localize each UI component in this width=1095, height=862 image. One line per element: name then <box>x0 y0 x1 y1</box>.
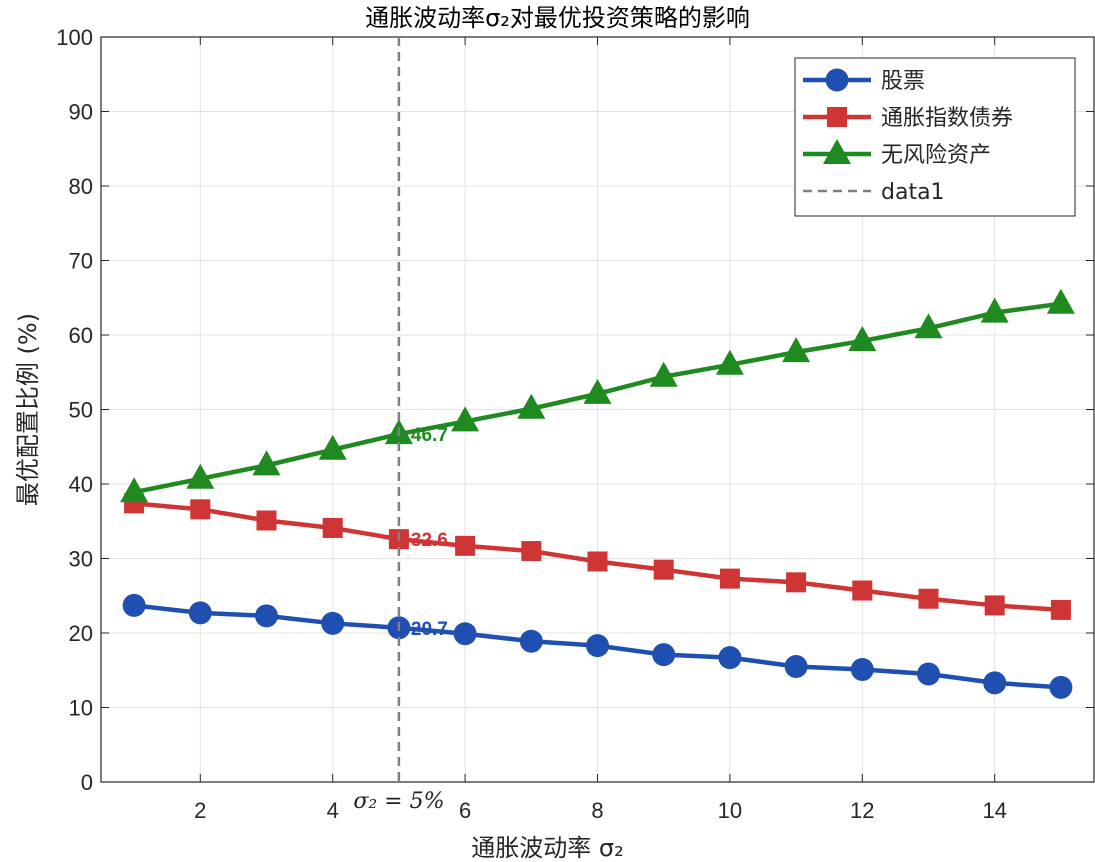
x-tick-label: 6 <box>459 798 471 823</box>
legend-label: 通胀指数债券 <box>881 106 1013 131</box>
data-point-square <box>322 517 343 538</box>
data-point-square <box>786 572 807 593</box>
data-point-square <box>587 551 608 572</box>
y-tick-label: 30 <box>69 547 93 572</box>
data-point-circle <box>784 655 808 679</box>
x-tick-label: 2 <box>194 798 206 823</box>
data-point-triangle <box>980 297 1009 323</box>
data-point-triangle <box>120 477 149 503</box>
legend-label: 股票 <box>881 69 925 94</box>
y-tick-label: 90 <box>69 100 93 125</box>
data-point-triangle <box>649 361 678 387</box>
data-point-square <box>521 541 542 562</box>
data-point-triangle <box>848 325 877 351</box>
data-label: 20.7 <box>411 619 448 640</box>
y-tick-label: 0 <box>81 770 93 795</box>
y-tick-label: 60 <box>69 323 93 348</box>
data-point-triangle <box>318 434 347 460</box>
data-label: 32.6 <box>411 530 448 551</box>
data-point-circle <box>652 643 676 667</box>
reference-annotation: σ₂ = 5% <box>353 789 444 814</box>
data-point-circle <box>586 634 609 658</box>
data-point-triangle <box>1046 288 1075 314</box>
y-tick-label: 20 <box>69 621 93 646</box>
x-tick-label: 10 <box>718 798 742 823</box>
y-tick-label: 50 <box>69 398 93 423</box>
data-point-triangle <box>715 349 744 375</box>
legend-label: data1 <box>881 180 945 205</box>
data-point-circle <box>255 604 278 628</box>
legend-marker-circle <box>825 68 849 92</box>
data-point-circle <box>983 671 1007 695</box>
chart-title: 通胀波动率σ₂对最优投资策略的影响 <box>365 4 750 32</box>
data-point-triangle <box>782 337 811 363</box>
legend-marker-square <box>827 107 847 127</box>
data-point-circle <box>1049 675 1073 699</box>
x-tick-label: 12 <box>850 798 874 823</box>
data-point-square <box>455 535 476 556</box>
data-point-triangle <box>517 393 546 419</box>
y-axis-title: 最优配置比例 (%) <box>14 313 42 506</box>
data-point-circle <box>917 662 940 686</box>
data-point-triangle <box>583 378 612 404</box>
legend-label: 无风险资产 <box>881 143 991 168</box>
data-point-circle <box>122 593 146 617</box>
data-point-square <box>918 588 939 609</box>
data-point-triangle <box>252 450 281 476</box>
y-tick-label: 40 <box>69 472 93 497</box>
y-tick-label: 10 <box>69 696 93 721</box>
data-point-circle <box>188 601 212 625</box>
x-tick-label: 4 <box>327 798 339 823</box>
data-point-triangle <box>914 313 943 339</box>
y-tick-label: 80 <box>69 174 93 199</box>
data-point-circle <box>718 646 742 670</box>
x-tick-label: 8 <box>591 798 603 823</box>
data-point-triangle <box>186 463 215 489</box>
legend-marker-triangle <box>823 139 851 164</box>
data-point-square <box>256 510 277 531</box>
data-point-triangle <box>451 406 480 432</box>
data-point-square <box>1050 599 1071 620</box>
data-point-circle <box>453 622 477 646</box>
data-point-square <box>653 559 674 580</box>
data-point-circle <box>850 658 874 682</box>
data-point-square <box>190 499 211 520</box>
data-point-square <box>852 580 873 601</box>
data-label: 46.7 <box>411 425 448 446</box>
x-axis-title: 通胀波动率 σ₂ <box>471 834 623 862</box>
data-point-circle <box>519 629 543 653</box>
y-tick-label: 100 <box>56 25 93 50</box>
data-point-square <box>719 568 740 589</box>
data-point-circle <box>321 611 345 635</box>
x-tick-label: 14 <box>982 798 1006 823</box>
data-point-square <box>984 595 1005 616</box>
y-tick-label: 70 <box>69 249 93 274</box>
